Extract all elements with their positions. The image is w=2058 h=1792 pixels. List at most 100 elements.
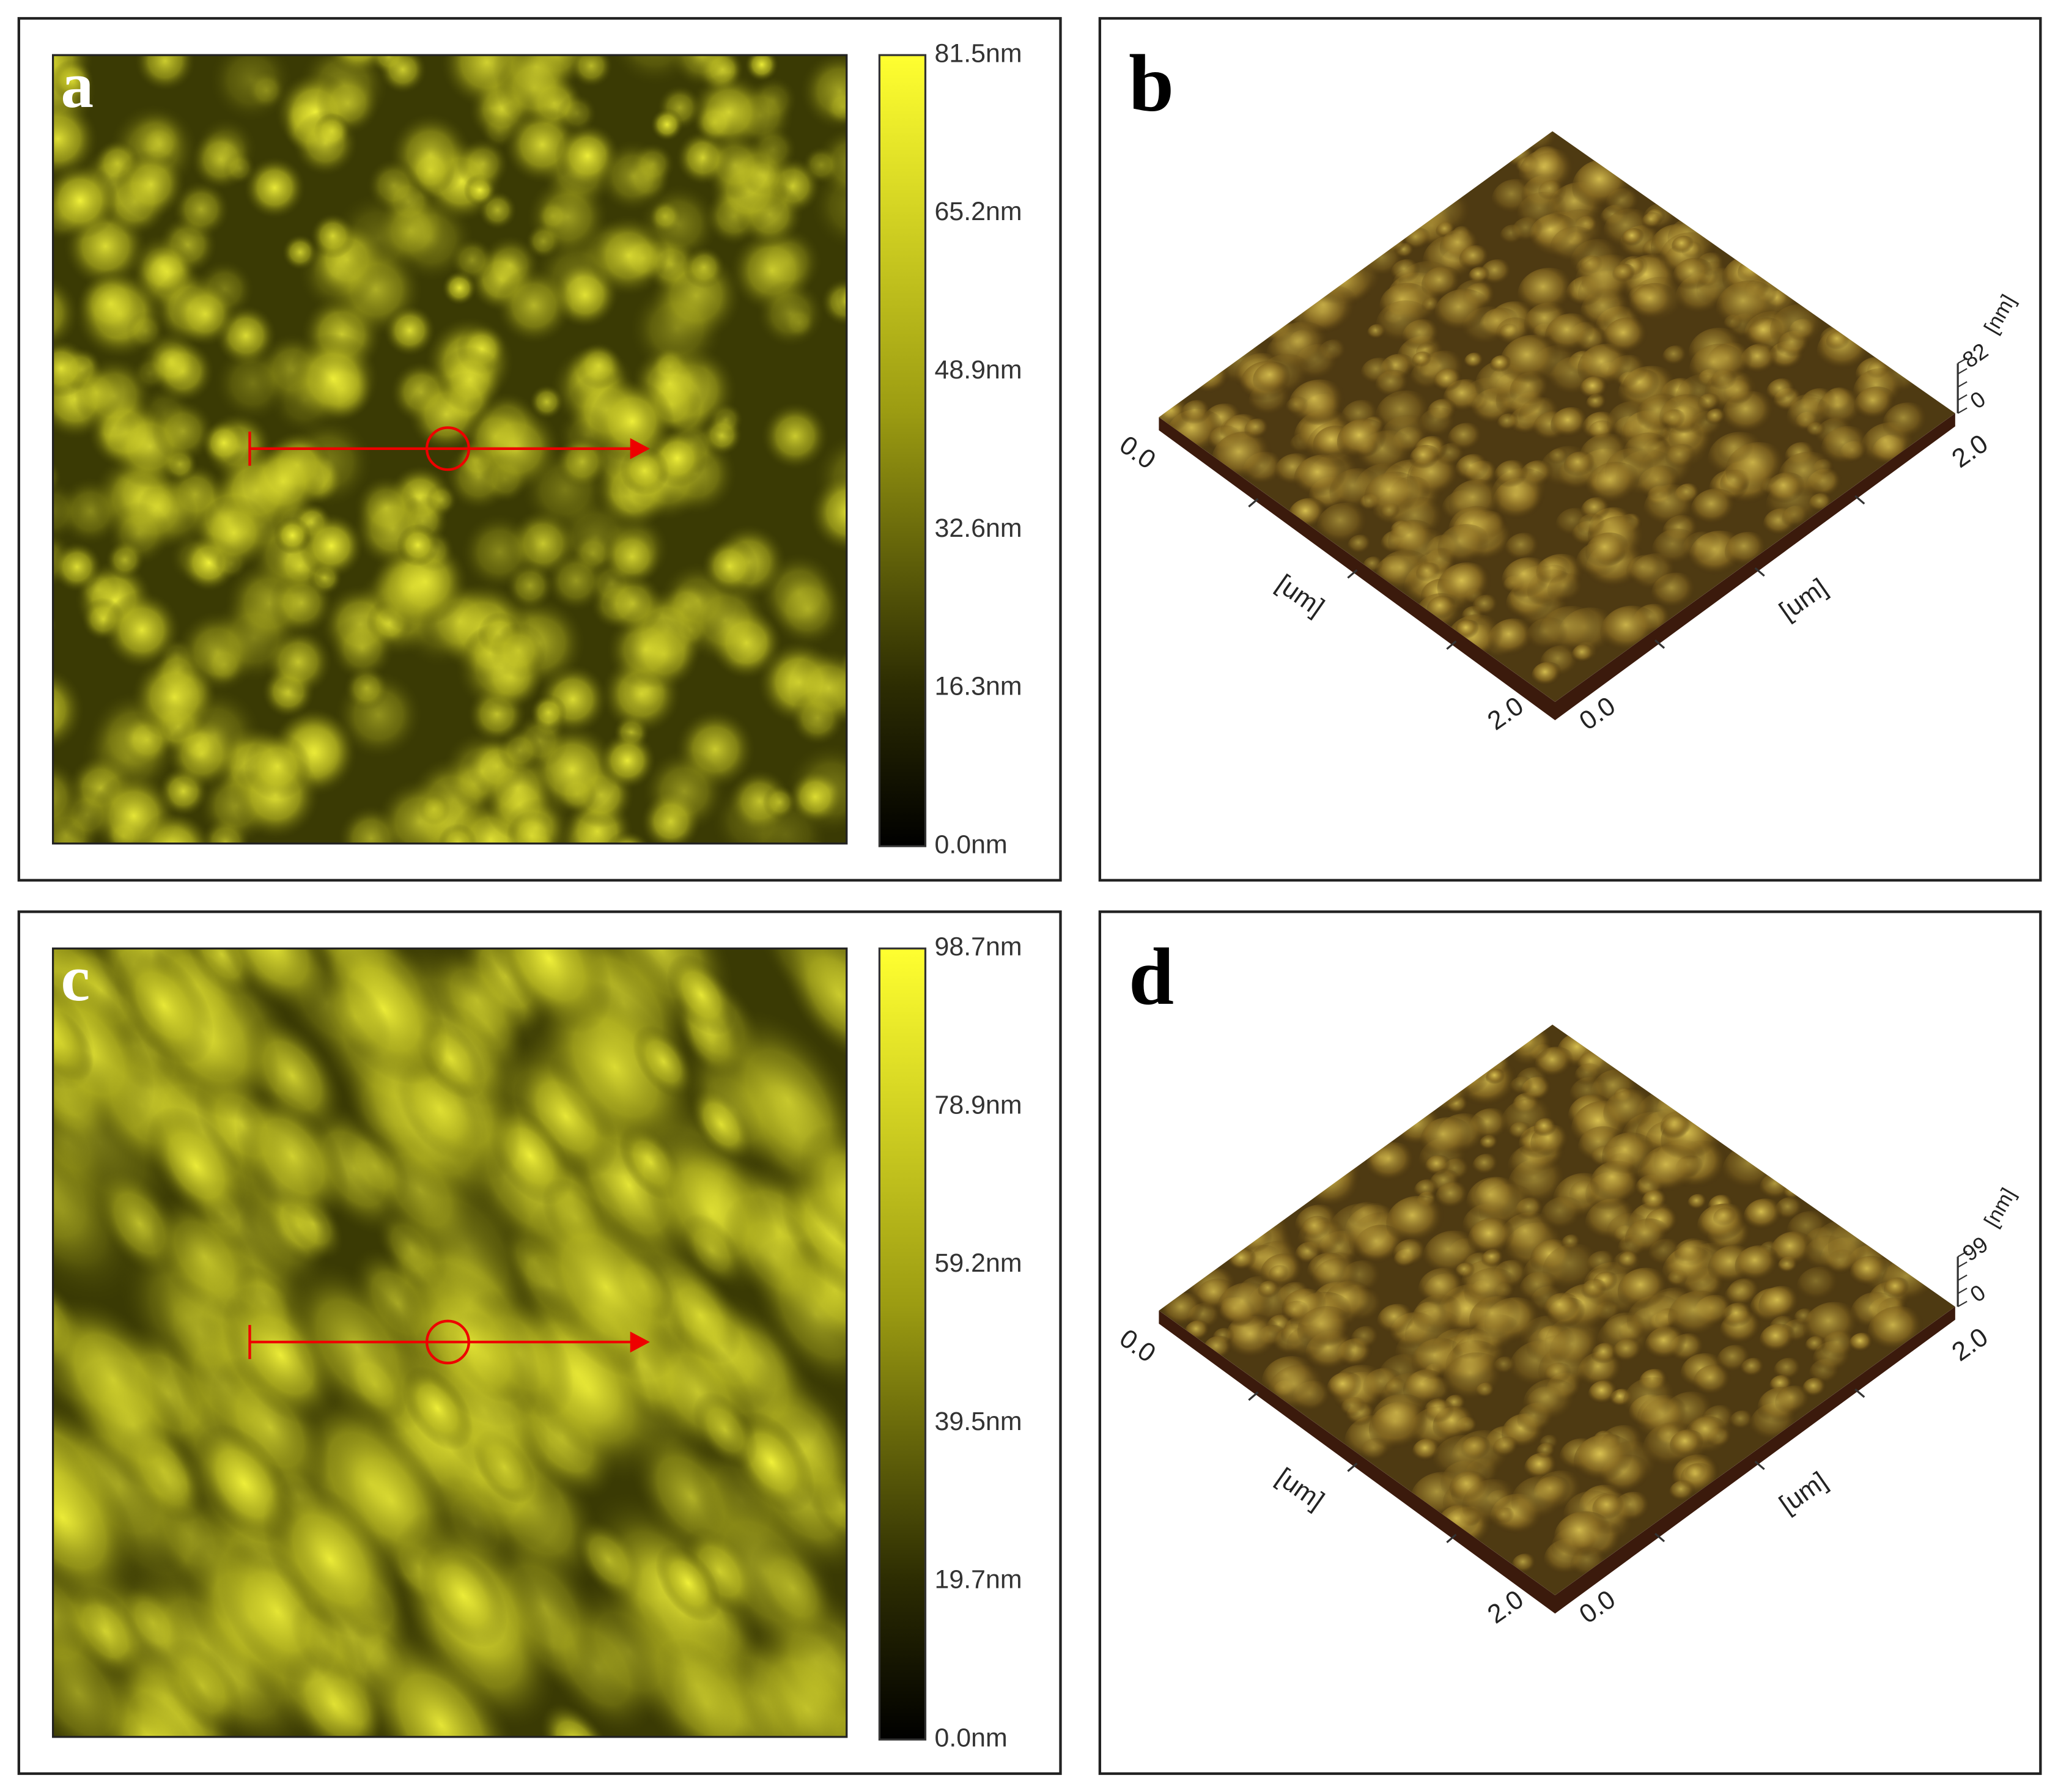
grain bbox=[1821, 426, 1876, 473]
grain bbox=[1601, 1132, 1660, 1182]
axis-tick bbox=[1248, 1391, 1259, 1401]
grain bbox=[1364, 471, 1426, 524]
grain bbox=[53, 1426, 141, 1610]
grain bbox=[632, 1025, 695, 1098]
grain bbox=[1386, 1195, 1451, 1252]
grain bbox=[214, 345, 291, 422]
grain bbox=[1269, 1265, 1291, 1285]
grain bbox=[1533, 1118, 1560, 1140]
grain bbox=[138, 811, 208, 844]
grain bbox=[1327, 1372, 1366, 1406]
profile-arrow bbox=[630, 1331, 650, 1353]
grain bbox=[1433, 368, 1466, 396]
grain bbox=[131, 654, 218, 740]
grain bbox=[1717, 434, 1758, 468]
grain bbox=[529, 704, 568, 742]
grain bbox=[1538, 180, 1566, 204]
grain bbox=[1623, 432, 1674, 476]
grain bbox=[756, 279, 825, 348]
grain bbox=[1849, 1332, 1876, 1356]
grain bbox=[602, 573, 664, 635]
grain bbox=[1510, 1076, 1536, 1099]
grain bbox=[1603, 1089, 1661, 1138]
axis-tick bbox=[1854, 495, 1865, 505]
grain bbox=[1511, 216, 1547, 247]
grain bbox=[495, 267, 573, 344]
grain bbox=[1758, 1286, 1805, 1326]
axis-tick bbox=[1754, 567, 1765, 577]
grain bbox=[151, 399, 215, 463]
grain bbox=[1766, 378, 1799, 407]
axis-tick bbox=[1854, 1388, 1865, 1398]
grain bbox=[1244, 418, 1272, 443]
grain bbox=[330, 616, 395, 681]
grain bbox=[135, 55, 196, 92]
grain bbox=[745, 55, 779, 82]
grain bbox=[244, 732, 311, 800]
grain bbox=[1554, 1511, 1617, 1565]
grain bbox=[1425, 1155, 1453, 1179]
grain bbox=[666, 954, 736, 1036]
grain bbox=[1691, 489, 1742, 532]
grain bbox=[438, 824, 478, 844]
grain bbox=[1459, 245, 1494, 275]
grain bbox=[1523, 1379, 1583, 1430]
grain bbox=[1581, 1278, 1610, 1303]
colorbar bbox=[878, 54, 927, 847]
grain bbox=[1497, 413, 1522, 434]
grain bbox=[555, 435, 610, 489]
panel-label: c bbox=[61, 942, 90, 1015]
grain bbox=[209, 55, 293, 122]
grain bbox=[1508, 1121, 1534, 1143]
grain bbox=[1388, 520, 1440, 564]
colorbar-label: 39.5nm bbox=[935, 1407, 1022, 1436]
axis-tick bbox=[1654, 639, 1665, 649]
grain bbox=[689, 72, 769, 152]
grain bbox=[701, 131, 769, 199]
z-tick bbox=[1957, 394, 1968, 401]
grain bbox=[1574, 254, 1641, 311]
grain bbox=[1662, 345, 1691, 369]
grain bbox=[1759, 1324, 1799, 1358]
grain bbox=[292, 110, 358, 176]
axis-tick bbox=[1347, 569, 1358, 579]
grain bbox=[1377, 1303, 1419, 1340]
panel: c 98.7nm 78.9nm 59.2nm 39.5nm 19.7nm 0.0nm bbox=[17, 910, 1062, 1775]
grain bbox=[69, 365, 124, 420]
grain bbox=[298, 513, 364, 579]
grain bbox=[1532, 662, 1565, 691]
grain bbox=[354, 476, 419, 540]
grain bbox=[1687, 1193, 1710, 1213]
grain bbox=[1472, 1153, 1502, 1179]
grain bbox=[1366, 1142, 1422, 1189]
grain bbox=[1550, 226, 1601, 270]
grain bbox=[1806, 422, 1828, 440]
grain bbox=[1418, 1267, 1470, 1312]
grain bbox=[651, 108, 684, 141]
colorbar-label: 81.5nm bbox=[935, 39, 1022, 68]
grain bbox=[815, 127, 847, 199]
grain bbox=[1536, 1442, 1558, 1462]
grain bbox=[53, 480, 83, 542]
panel-label: b bbox=[1129, 38, 1174, 128]
grain bbox=[1420, 1117, 1477, 1166]
grain bbox=[1743, 1198, 1788, 1236]
axis-tick bbox=[1446, 1533, 1457, 1544]
grain bbox=[526, 175, 609, 258]
grain bbox=[1579, 376, 1612, 404]
grain bbox=[1500, 334, 1567, 392]
grain bbox=[1337, 418, 1393, 466]
grain bbox=[243, 157, 306, 219]
grain bbox=[1603, 317, 1654, 361]
grain bbox=[1573, 1434, 1640, 1490]
grain bbox=[53, 59, 94, 101]
grain bbox=[210, 594, 298, 682]
grain bbox=[783, 948, 847, 1061]
grain bbox=[836, 283, 847, 315]
grain bbox=[118, 1642, 213, 1737]
axis-tick bbox=[1347, 1462, 1358, 1472]
grain bbox=[1376, 300, 1436, 352]
grain bbox=[557, 94, 597, 133]
grain bbox=[770, 571, 846, 647]
grain bbox=[1674, 1238, 1713, 1271]
